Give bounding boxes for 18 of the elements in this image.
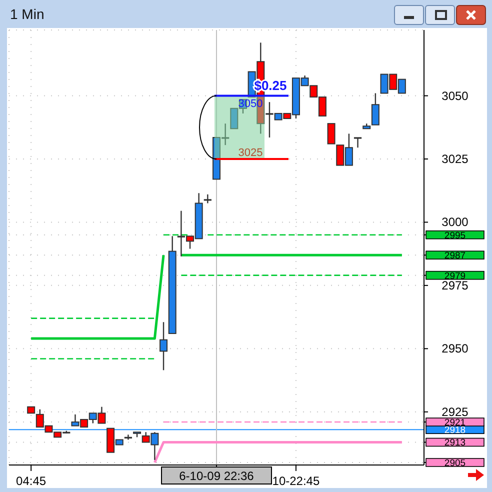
y-tick-label: 2950 <box>442 342 469 356</box>
y-tick-label: 3050 <box>442 88 469 103</box>
candlestick <box>160 322 168 371</box>
candlestick <box>371 92 380 126</box>
candlestick <box>327 123 336 144</box>
x-tick-label: 04:45 <box>16 474 46 488</box>
annotation: 3025 <box>238 146 263 159</box>
y-tick-label: 2995 <box>444 230 466 242</box>
y-tick-label: 3000 <box>442 215 469 230</box>
candlestick <box>204 194 212 204</box>
x-tick-label: 10-22:45 <box>272 474 320 488</box>
candlestick <box>354 136 362 148</box>
y-tick-label: 2925 <box>442 404 469 419</box>
y-tick-label: 3025 <box>442 152 469 166</box>
y-tick-label: 2913 <box>444 438 466 449</box>
chart-title: 1 Min <box>10 6 44 22</box>
annotation: 3050 <box>238 98 263 110</box>
x-tick-label: 6-10-09 22:36 <box>179 469 254 483</box>
